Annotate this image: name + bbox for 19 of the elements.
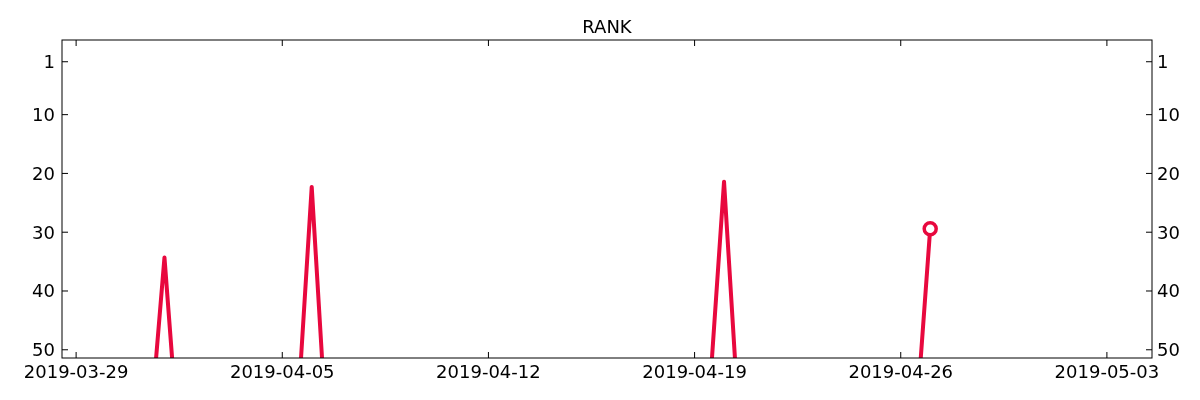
y-tick-label: 1 [43,51,55,73]
x-tick-label: 2019-03-29 [23,361,129,382]
y-tick-label: 10 [32,103,55,125]
y-tick-label: 20 [32,162,55,184]
y2-tick-label: 50 [1157,339,1180,361]
y2-tick-label: 20 [1157,162,1180,184]
chart-title: RANK [582,16,633,37]
y2-tick-label: 10 [1157,103,1180,125]
x-tick-label: 2019-04-26 [848,361,954,382]
x-tick-label: 2019-05-03 [1054,361,1160,382]
y2-tick-label: 30 [1157,221,1180,243]
y2-tick-label: 1 [1157,51,1169,73]
y-tick-label: 50 [32,339,55,361]
y-tick-label: 30 [32,221,55,243]
x-tick-label: 2019-04-19 [642,361,747,382]
x-tick-label: 2019-04-12 [436,361,541,382]
y2-tick-label: 40 [1157,280,1180,302]
x-tick-label: 2019-04-05 [229,361,335,382]
y-tick-label: 40 [32,280,55,302]
